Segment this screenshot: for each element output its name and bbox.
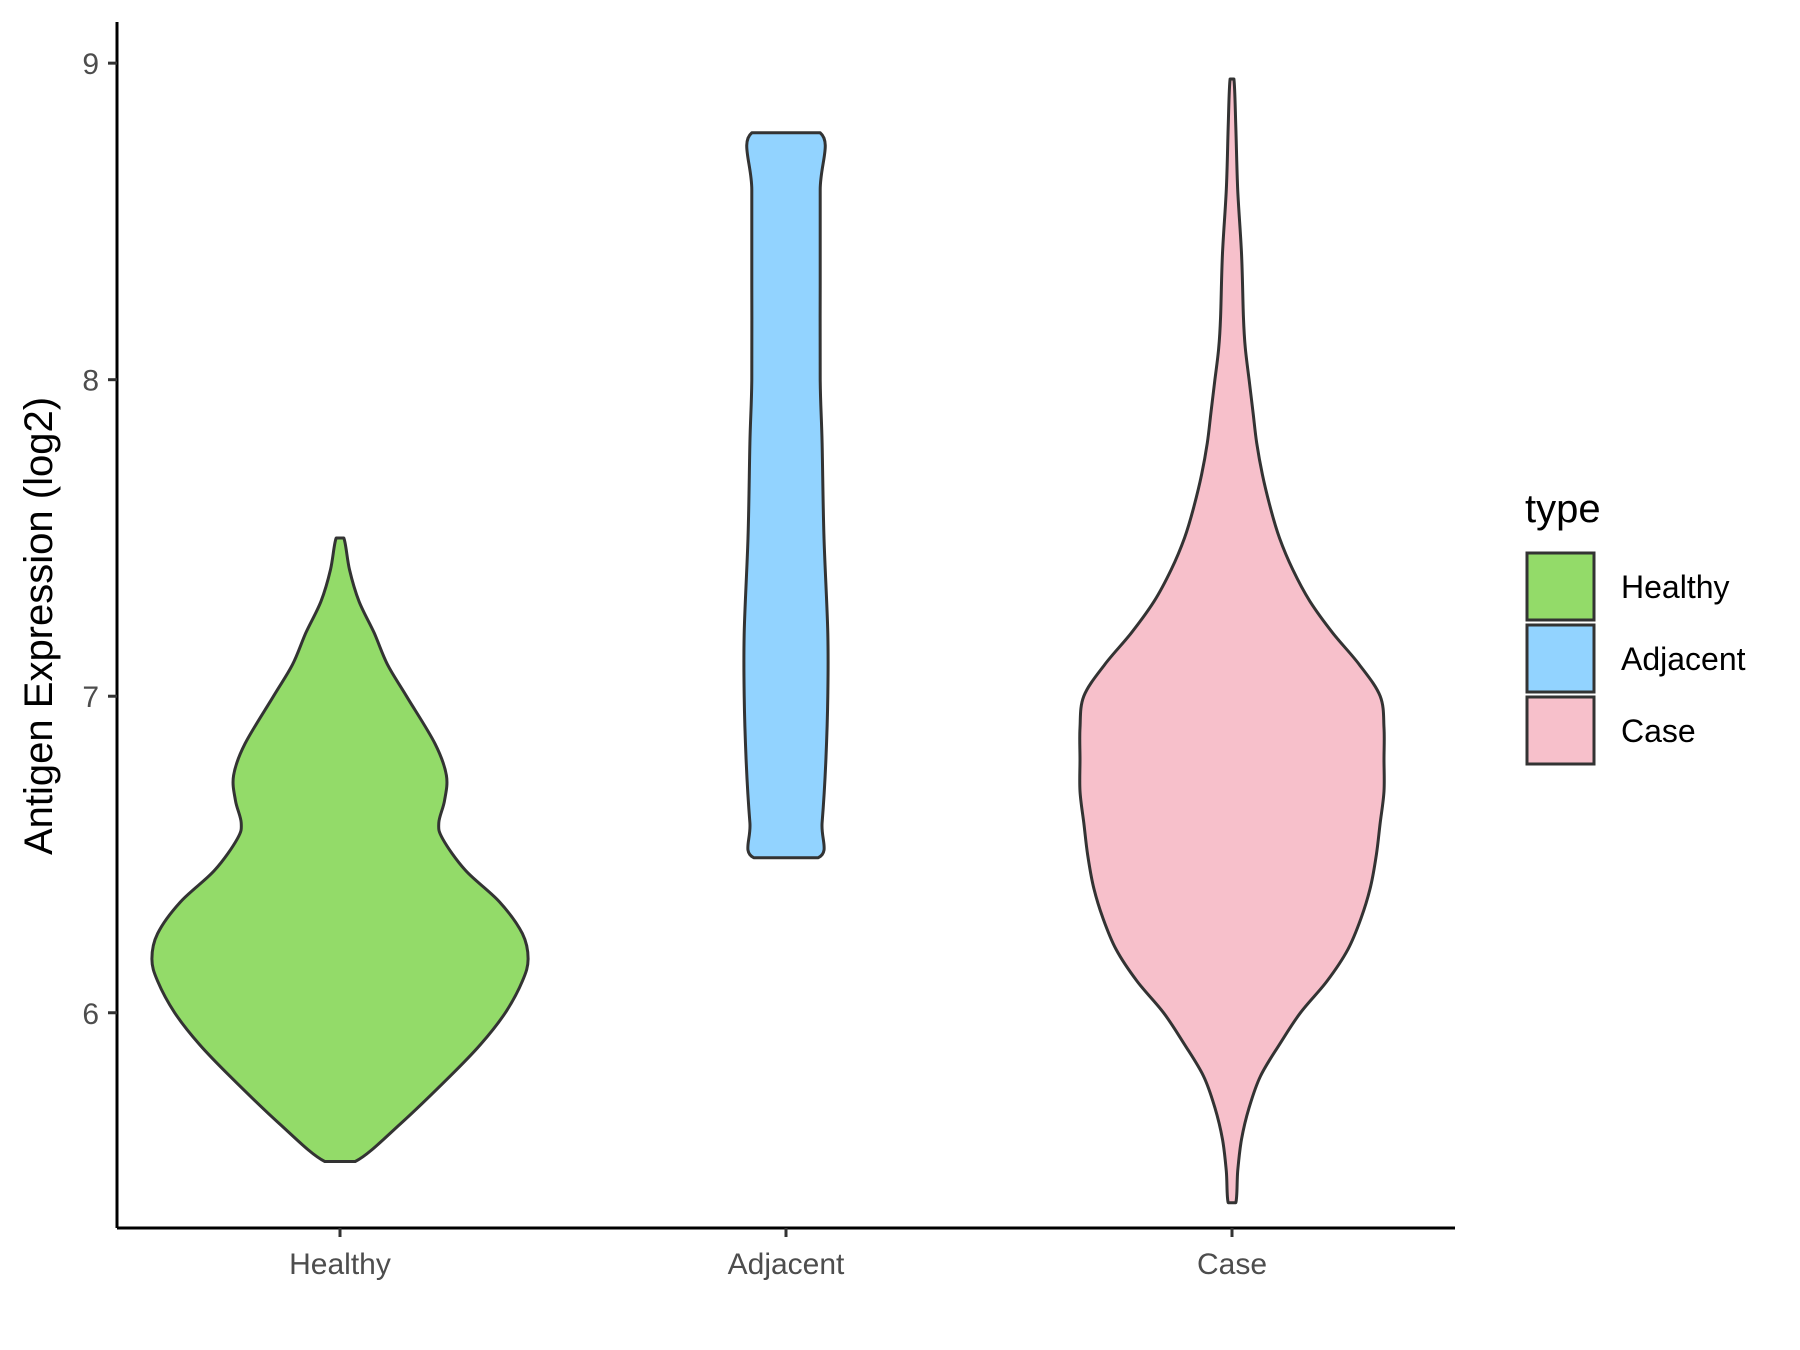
x-tick-label-case: Case [1197, 1248, 1267, 1281]
legend: type Healthy Adjacent Case [1525, 487, 1746, 766]
legend-title: type [1525, 487, 1601, 531]
y-tick-label: 7 [82, 681, 99, 714]
violin-adjacent [742, 131, 830, 860]
violin-healthy [150, 536, 530, 1163]
violin-case [1078, 77, 1386, 1205]
legend-label-healthy: Healthy [1621, 569, 1730, 605]
y-tick-label: 6 [82, 998, 99, 1031]
axes: 6 7 8 9 Healthy Adjacent Case [82, 22, 1455, 1281]
y-tick-label: 9 [82, 48, 99, 81]
y-axis-title: Antigen Expression (log2) [17, 397, 61, 855]
violin-layer [150, 77, 1386, 1205]
legend-key-healthy [1525, 551, 1596, 622]
legend-label-adjacent: Adjacent [1621, 641, 1746, 677]
legend-key-case [1525, 695, 1596, 766]
x-tick-label-adjacent: Adjacent [728, 1248, 845, 1281]
x-tick-label-healthy: Healthy [289, 1248, 391, 1281]
y-tick-label: 8 [82, 365, 99, 398]
legend-key-adjacent [1525, 623, 1596, 694]
legend-label-case: Case [1621, 713, 1696, 749]
